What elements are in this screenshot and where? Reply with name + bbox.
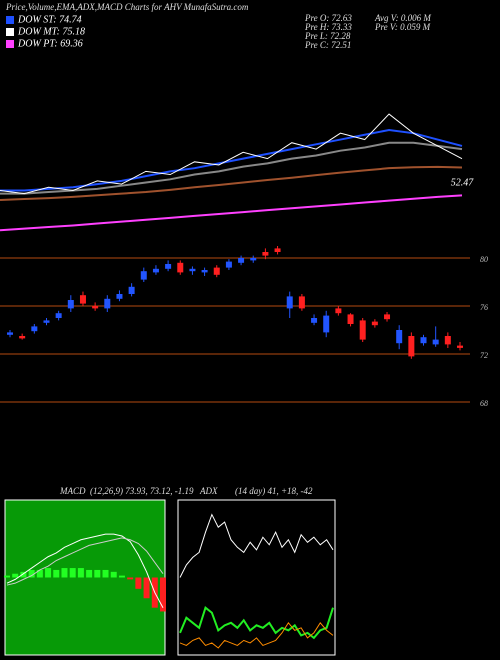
- macd-bar: [69, 568, 76, 578]
- end-label: 52.47: [451, 178, 475, 189]
- candle-body: [201, 270, 208, 273]
- candle-body: [311, 318, 318, 323]
- macd-bar: [94, 569, 101, 578]
- legend-swatch: [6, 28, 14, 36]
- candle-body: [43, 320, 50, 323]
- candle-body: [286, 296, 293, 309]
- stat-label: Pre C: 72.51: [304, 40, 351, 50]
- candle-body: [128, 286, 135, 294]
- candle-body: [116, 294, 123, 299]
- candle-body: [140, 271, 147, 280]
- candle-body: [55, 313, 62, 318]
- macd-subtitle: (12,26,9) 73.93, 73.12, -1.19: [90, 486, 194, 496]
- stat-label: Pre H: 73.33: [304, 22, 352, 32]
- macd-bar: [28, 569, 35, 578]
- adx-panel: [177, 499, 336, 656]
- candle-body: [104, 298, 111, 309]
- macd-bar: [102, 569, 109, 578]
- candle-body: [152, 268, 159, 273]
- adx-line: [179, 606, 334, 640]
- y-tick-label: 68: [480, 399, 488, 408]
- stat-label: Pre L: 72.28: [304, 31, 351, 41]
- candle-body: [165, 264, 172, 269]
- macd-bar: [12, 573, 19, 578]
- macd-bar: [45, 568, 52, 578]
- macd-bar: [61, 568, 68, 578]
- macd-bar: [135, 577, 142, 589]
- macd-title: MACD: [59, 486, 86, 496]
- candle-body: [238, 258, 245, 263]
- candle-body: [457, 345, 463, 348]
- candle-body: [225, 261, 232, 268]
- macd-bar: [86, 569, 93, 578]
- legend-swatch: [6, 16, 14, 24]
- ema-line: [0, 113, 463, 195]
- legend-swatch: [6, 40, 14, 48]
- candle-body: [274, 248, 281, 252]
- candle-body: [189, 268, 196, 272]
- candle-body: [213, 267, 220, 275]
- candle-body: [396, 330, 403, 344]
- candle-body: [7, 332, 13, 335]
- legend-label: DOW MT: 75.18: [17, 26, 85, 37]
- adx-title: ADX: [199, 486, 218, 496]
- macd-bar: [127, 577, 134, 580]
- candle-body: [359, 320, 366, 340]
- adx-line: [179, 621, 334, 649]
- stat-label: Pre V: 0.059 M: [374, 22, 431, 32]
- macd-bar: [53, 569, 60, 578]
- candle-body: [79, 295, 86, 304]
- candle-body: [298, 296, 305, 309]
- macd-bar: [160, 577, 166, 612]
- macd-bar: [118, 575, 125, 578]
- legend-label: DOW PT: 69.36: [17, 38, 83, 49]
- candle-body: [262, 252, 269, 256]
- macd-line: [6, 537, 164, 586]
- candle-body: [323, 315, 330, 333]
- ema-line: [0, 165, 463, 201]
- ema-line: [0, 194, 463, 232]
- macd-line: [6, 533, 164, 608]
- candle-body: [347, 314, 354, 324]
- adx-line: [179, 513, 334, 578]
- candle-body: [250, 258, 257, 261]
- candle-body: [408, 336, 415, 357]
- macd-bar: [77, 568, 84, 578]
- macd-bar: [36, 569, 43, 578]
- candle-body: [335, 308, 342, 314]
- candle-body: [67, 300, 74, 309]
- ema-line: [0, 141, 463, 195]
- candle-body: [444, 336, 451, 345]
- candle-body: [31, 326, 38, 332]
- candle-body: [384, 314, 391, 320]
- adx-subtitle: (14 day) 41, +18, -42: [235, 486, 313, 496]
- macd-bar: [4, 575, 10, 578]
- stat-label: Avg V: 0.006 M: [374, 13, 431, 23]
- candle-body: [19, 336, 26, 339]
- macd-bar: [143, 577, 150, 599]
- ema-line: [0, 128, 463, 192]
- macd-bar: [110, 571, 117, 578]
- candle-body: [371, 321, 378, 326]
- candle-body: [432, 339, 439, 345]
- candle-body: [420, 337, 427, 344]
- legend-label: DOW ST: 74.74: [17, 14, 82, 25]
- stat-label: Pre O: 72.63: [304, 13, 352, 23]
- y-tick-label: 72: [480, 351, 488, 360]
- candle-body: [177, 262, 184, 273]
- y-tick-label: 76: [480, 303, 488, 312]
- macd-bar: [20, 571, 27, 578]
- header: Price,Volume,EMA,ADX,MACD Charts for AHV…: [5, 2, 249, 12]
- y-tick-label: 80: [480, 255, 488, 264]
- candle-body: [92, 306, 99, 309]
